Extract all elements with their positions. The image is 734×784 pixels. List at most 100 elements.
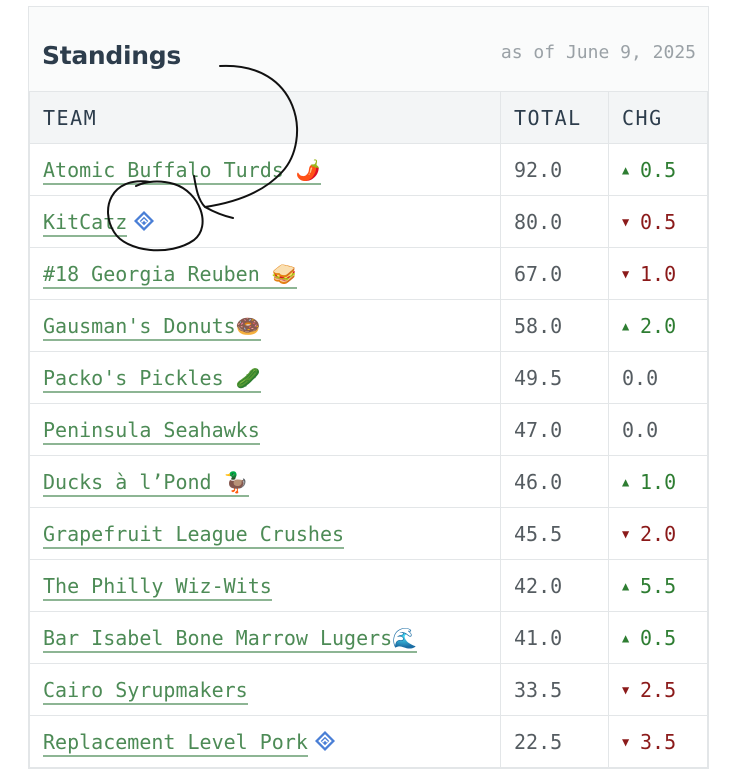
change-cell: ▼ 2.5 [608,663,708,716]
team-link[interactable]: Packo's Pickles 🥒 [43,365,261,393]
change-value: ▼ 3.5 [622,730,707,754]
change-value: ▲ 0.5 [622,626,707,650]
change-value: ▼ 1.0 [622,262,707,286]
change-cell: 0.0 [608,403,708,456]
triangle-down-icon: ▼ [622,526,630,541]
standings-card: Standings as of June 9, 2025 TEAM TOTAL … [28,6,709,769]
team-link[interactable]: Replacement Level Pork [43,729,308,757]
change-amount: 0.5 [640,625,677,650]
change-value: ▲ 2.0 [622,314,707,338]
total-cell: 67.0 [500,247,609,300]
change-cell: ▼ 2.0 [608,507,708,560]
change-amount: 2.0 [640,313,677,338]
table-row: The Philly Wiz-Wits 42.0 ▲ 5.5 [29,559,708,612]
change-value: ▲ 1.0 [622,470,707,494]
triangle-up-icon: ▲ [622,630,630,645]
team-link[interactable]: Bar Isabel Bone Marrow Lugers🌊 [43,625,418,653]
team-link[interactable]: Peninsula Seahawks [43,417,260,445]
change-value: ▲ 5.5 [622,574,707,598]
total-cell: 47.0 [500,403,609,456]
standings-rows: Atomic Buffalo Turds 🌶️ 92.0 ▲ 0.5 KitCatz 80… [29,143,708,768]
team-cell: Peninsula Seahawks [29,403,501,456]
team-link[interactable]: Cairo Syrupmakers [43,677,248,705]
triangle-down-icon: ▼ [622,682,630,697]
diamond-badge-icon [134,210,155,231]
table-row: Gausman's Donuts🍩 58.0 ▲ 2.0 [29,299,708,352]
team-cell: Cairo Syrupmakers [29,663,501,716]
change-amount: 1.0 [640,261,677,286]
total-cell: 58.0 [500,299,609,352]
change-cell: ▲ 1.0 [608,455,708,508]
table-row: Grapefruit League Crushes 45.5 ▼ 2.0 [29,507,708,560]
table-row: KitCatz 80.0 ▼ 0.5 [29,195,708,248]
change-cell: 0.0 [608,351,708,404]
team-cell: Gausman's Donuts🍩 [29,299,501,352]
change-cell: ▼ 1.0 [608,247,708,300]
triangle-down-icon: ▼ [622,266,630,281]
change-amount: 0.5 [640,209,677,234]
team-cell: The Philly Wiz-Wits [29,559,501,612]
total-cell: 45.5 [500,507,609,560]
table-row: Replacement Level Pork 22.5 ▼ 3.5 [29,715,708,768]
team-cell: Atomic Buffalo Turds 🌶️ [29,143,501,196]
table-header-row: TEAM TOTAL CHG [29,91,708,144]
column-header-team[interactable]: TEAM [29,91,501,144]
table-row: Ducks à l’Pond 🦆 46.0 ▲ 1.0 [29,455,708,508]
change-amount: 0.0 [622,417,659,442]
team-cell: Ducks à l’Pond 🦆 [29,455,501,508]
change-cell: ▲ 2.0 [608,299,708,352]
total-cell: 33.5 [500,663,609,716]
team-cell: KitCatz [29,195,501,248]
total-cell: 80.0 [500,195,609,248]
team-link[interactable]: The Philly Wiz-Wits [43,573,272,601]
table-row: Atomic Buffalo Turds 🌶️ 92.0 ▲ 0.5 [29,143,708,196]
change-amount: 5.5 [640,573,677,598]
change-amount: 1.0 [640,469,677,494]
change-amount: 0.5 [640,157,677,182]
triangle-up-icon: ▲ [622,474,630,489]
standings-header: Standings as of June 9, 2025 [29,7,708,91]
team-cell: Replacement Level Pork [29,715,501,768]
change-value: 0.0 [622,366,707,390]
standings-table: TEAM TOTAL CHG Atomic Buffalo Turds 🌶️ 92… [29,91,708,768]
column-header-chg[interactable]: CHG [608,91,708,144]
change-cell: ▼ 0.5 [608,195,708,248]
change-cell: ▼ 3.5 [608,715,708,768]
total-cell: 42.0 [500,559,609,612]
table-row: Cairo Syrupmakers 33.5 ▼ 2.5 [29,663,708,716]
column-header-total[interactable]: TOTAL [500,91,609,144]
team-link[interactable]: Gausman's Donuts🍩 [43,313,261,341]
team-cell: Packo's Pickles 🥒 [29,351,501,404]
change-cell: ▲ 0.5 [608,143,708,196]
change-amount: 2.5 [640,677,677,702]
as-of-date: as of June 9, 2025 [500,42,696,63]
change-value: ▼ 2.0 [622,522,707,546]
standings-title: Standings [42,41,181,70]
triangle-down-icon: ▼ [622,734,630,749]
change-amount: 2.0 [640,521,677,546]
team-link[interactable]: Ducks à l’Pond 🦆 [43,469,249,497]
change-value: ▼ 2.5 [622,678,707,702]
team-link[interactable]: #18 Georgia Reuben 🥪 [43,261,297,289]
team-link[interactable]: Atomic Buffalo Turds 🌶️ [43,157,321,185]
triangle-down-icon: ▼ [622,214,630,229]
table-row: Bar Isabel Bone Marrow Lugers🌊 41.0 ▲ 0.5 [29,611,708,664]
table-row: Peninsula Seahawks 47.0 0.0 [29,403,708,456]
total-cell: 41.0 [500,611,609,664]
team-link[interactable]: KitCatz [43,209,128,237]
change-cell: ▲ 5.5 [608,559,708,612]
triangle-up-icon: ▲ [622,318,630,333]
team-link[interactable]: Grapefruit League Crushes [43,521,345,549]
table-row: Packo's Pickles 🥒 49.5 0.0 [29,351,708,404]
change-value: 0.0 [622,418,707,442]
table-row: #18 Georgia Reuben 🥪 67.0 ▼ 1.0 [29,247,708,300]
change-amount: 0.0 [622,365,659,390]
triangle-up-icon: ▲ [622,162,630,177]
change-amount: 3.5 [640,729,677,754]
change-cell: ▲ 0.5 [608,611,708,664]
total-cell: 92.0 [500,143,609,196]
total-cell: 22.5 [500,715,609,768]
team-cell: #18 Georgia Reuben 🥪 [29,247,501,300]
change-value: ▼ 0.5 [622,210,707,234]
change-value: ▲ 0.5 [622,158,707,182]
